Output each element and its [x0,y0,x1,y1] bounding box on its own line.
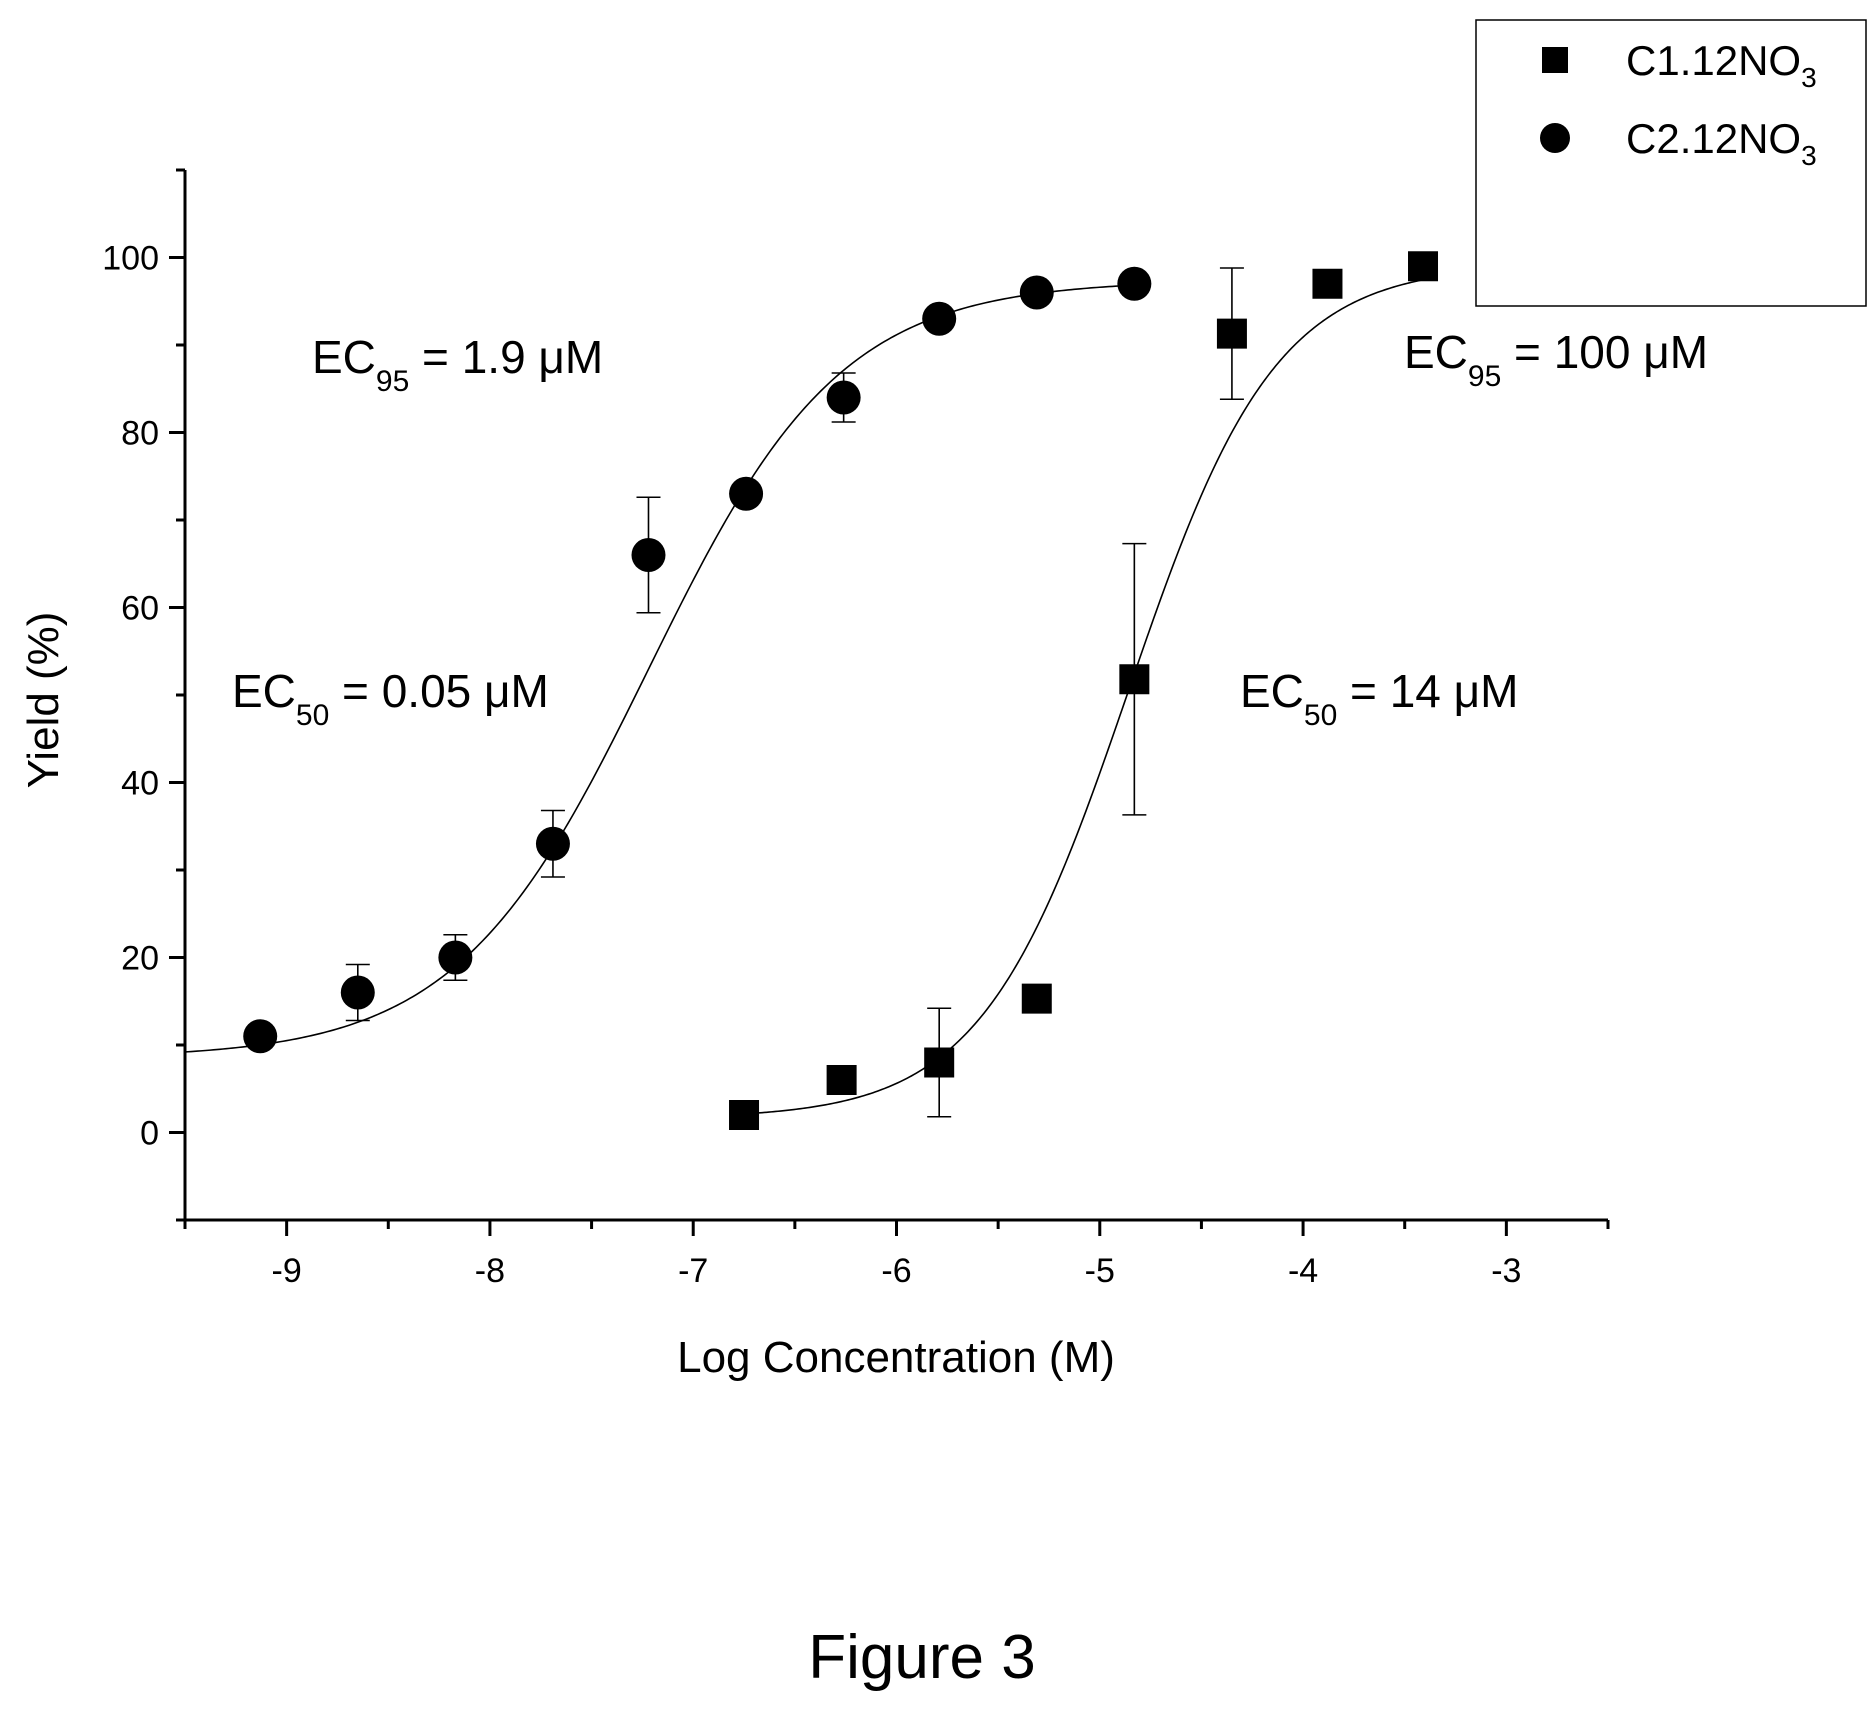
y-tick-label: 60 [121,590,159,628]
data-point-circle [438,940,473,975]
data-point-circle [826,380,861,415]
data-point-square [1312,268,1343,299]
x-tick-label: -6 [881,1252,911,1290]
series-c2-points [243,266,1152,1054]
data-point-circle [1019,275,1054,310]
x-tick-label: -5 [1085,1252,1115,1290]
annotation-base: EC [1404,326,1468,378]
y-tick-label: 20 [121,940,159,978]
data-point-square [1216,318,1247,349]
figure-caption: Figure 3 [808,1623,1035,1692]
annotation-ec50-c2: EC50 = 0.05 μM [232,665,549,732]
legend-label-c1: C1.12NO3 [1626,37,1817,93]
x-ticks: -9 -8 -7 -6 -5 -4 -3 [183,1220,1610,1290]
x-tick-label: -8 [475,1252,505,1290]
series-c1-points [729,251,1439,1130]
y-axis-title: Yield (%) [19,612,68,789]
data-point-square [729,1100,760,1130]
annotation-sub: 95 [1468,360,1501,393]
legend: C1.12NO3 C2.12NO3 [1475,19,1867,307]
annotation-sub: 50 [296,699,329,732]
annotation-base: EC [1240,665,1304,717]
legend-label-sub: 3 [1801,140,1817,171]
data-point-circle [729,476,764,511]
data-point-square [826,1065,857,1095]
data-point-circle [922,301,957,336]
legend-label-name: C1.12NO [1626,37,1801,84]
annotation-rest: = 0.05 μM [329,665,549,717]
annotation-rest: = 1.9 μM [409,331,603,383]
annotation-sub: 95 [376,365,409,398]
legend-label-c2: C2.12NO3 [1626,115,1817,171]
legend-square-marker [1542,47,1568,73]
axes: 0 20 40 60 80 100 -9 -8 -7 -6 -5 -4 -3 [102,168,1610,1290]
data-point-circle [631,538,666,572]
data-point-square [924,1047,955,1078]
data-point-square [1021,983,1052,1014]
data-point-circle [1117,266,1152,301]
legend-label-sub: 3 [1801,62,1817,93]
x-tick-label: -4 [1288,1252,1318,1290]
annotation-ec95-c1: EC95 = 100 μM [1404,326,1708,393]
data-point-circle [340,975,375,1010]
y-tick-label: 40 [121,765,159,803]
annotation-ec95-c2: EC95 = 1.9 μM [312,331,603,398]
annotation-rest: = 100 μM [1501,326,1708,378]
x-tick-label: -9 [272,1252,302,1290]
legend-label-name: C2.12NO [1626,115,1801,162]
annotation-sub: 50 [1304,699,1337,732]
data-point-square [1408,251,1439,282]
data-point-circle [243,1019,278,1054]
legend-circle-marker [1540,123,1570,153]
annotation-rest: = 14 μM [1337,665,1518,717]
annotation-ec50-c1: EC50 = 14 μM [1240,665,1518,732]
fit-curve-c1 [743,278,1424,1115]
x-axis-title: Log Concentration (M) [677,1333,1115,1382]
y-tick-label: 100 [102,240,159,278]
data-point-square [1119,664,1150,695]
y-ticks: 0 20 40 60 80 100 [102,168,185,1222]
y-tick-label: 80 [121,415,159,453]
legend-box [1475,19,1867,307]
x-tick-label: -7 [678,1252,708,1290]
x-tick-label: -3 [1491,1252,1521,1290]
annotation-base: EC [232,665,296,717]
data-point-circle [535,826,570,861]
annotation-base: EC [312,331,376,383]
fit-curve-c2 [184,284,1135,1053]
y-tick-label: 0 [140,1115,159,1153]
